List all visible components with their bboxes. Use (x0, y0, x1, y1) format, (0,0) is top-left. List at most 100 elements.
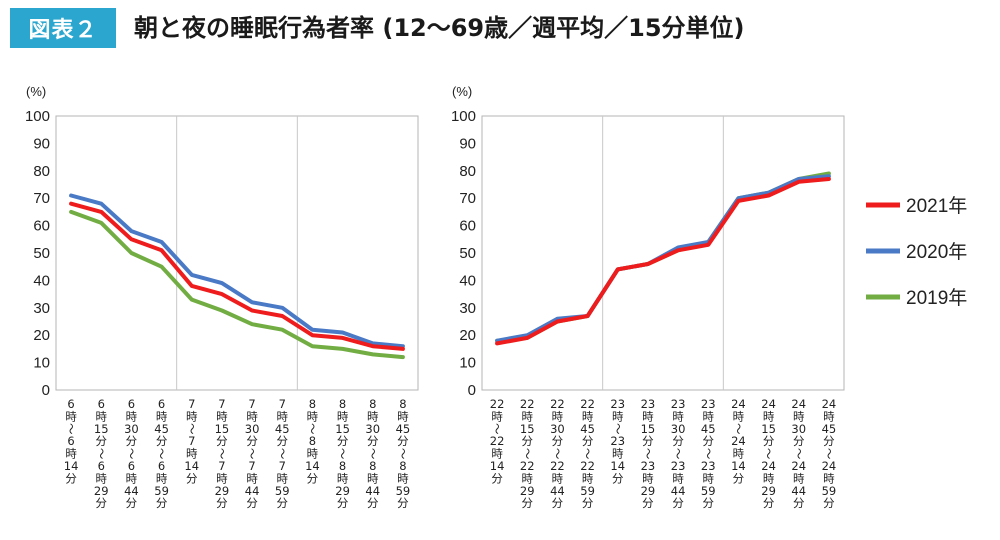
x-tick-label: 分 (522, 496, 534, 510)
x-tick-label: 時 (522, 471, 534, 485)
x-tick-label: 7 (279, 397, 286, 411)
x-tick-label: 22 (550, 397, 565, 411)
x-tick-label: 23 (701, 459, 716, 473)
x-tick-label: 15 (94, 422, 109, 436)
x-tick-label: 時 (367, 409, 379, 423)
plot-area-1 (55, 115, 419, 391)
x-tick-label: 45 (396, 422, 411, 436)
x-tick-label: 45 (154, 422, 169, 436)
data-point-2019年 (220, 308, 224, 313)
x-tick-label: 時 (642, 409, 654, 423)
x-tick-label: 29 (520, 484, 535, 498)
x-tick-label: 時 (582, 409, 594, 423)
x-tick-label: 14 (490, 459, 505, 473)
data-point-2021年 (220, 292, 224, 296)
x-tick-label: 7 (218, 397, 225, 411)
x-tick-label: 分 (793, 496, 805, 510)
x-tick-label: 時 (733, 447, 745, 461)
x-tick-label: 45 (822, 422, 837, 436)
x-tick-label: 時 (703, 471, 715, 485)
x-tick-label: 〜 (520, 448, 534, 460)
x-tick-label: 分 (156, 434, 168, 448)
x-tick-label: 15 (520, 422, 535, 436)
x-tick-label: 6 (67, 434, 74, 448)
x-tick-label: 7 (188, 397, 195, 411)
x-tick-label: 時 (126, 471, 138, 485)
x-tick-label: 分 (703, 496, 715, 510)
x-tick-label: 分 (823, 496, 835, 510)
data-point-2021年 (797, 180, 801, 184)
x-tick-label: 時 (156, 409, 168, 423)
x-tick-label: 〜 (490, 423, 504, 435)
x-tick-label: 23 (641, 459, 656, 473)
x-tick-label: 〜 (245, 448, 259, 460)
x-tick-label: 6 (98, 459, 105, 473)
y-tick-label: 80 (33, 163, 50, 180)
x-tick-label: 分 (367, 496, 379, 510)
y-tick-label: 90 (33, 135, 50, 152)
x-tick-label: 時 (397, 409, 409, 423)
x-tick-label: 分 (793, 434, 805, 448)
x-tick-label: 分 (65, 471, 77, 485)
data-point-2019年 (250, 322, 254, 326)
figure-title: 朝と夜の睡眠行為者率 (12〜69歳／週平均／15分単位) (134, 14, 745, 42)
x-tick-label: 24 (761, 397, 776, 411)
x-tick-label: 59 (822, 484, 837, 498)
data-point-2019年 (371, 352, 375, 356)
series-line-2021年 (495, 177, 831, 346)
x-tick-label: 24 (822, 397, 837, 411)
x-tick-label: 分 (733, 471, 745, 485)
x-tick-label: 時 (793, 471, 805, 485)
x-tick-label: 時 (216, 409, 228, 423)
x-tick-label: 時 (642, 471, 654, 485)
x-tick-label: 時 (65, 409, 77, 423)
x-tick-label: 59 (701, 484, 716, 498)
x-tick-label: 14 (731, 459, 746, 473)
series-line-2020年 (69, 193, 405, 349)
x-tick-label: 時 (522, 409, 534, 423)
x-tick-label: 29 (215, 484, 230, 498)
x-tick-label: 時 (96, 471, 108, 485)
x-tick-label: 44 (791, 484, 806, 498)
x-tick-label: 分 (552, 434, 564, 448)
x-tick-label: 24 (791, 459, 806, 473)
x-tick-label: 24 (761, 459, 776, 473)
x-tick-label: 分 (277, 434, 289, 448)
data-point-2019年 (340, 347, 345, 351)
x-tick-label: 分 (582, 496, 594, 510)
x-tick-label: 時 (552, 409, 564, 423)
data-point-2021年 (706, 243, 710, 247)
data-point-2021年 (766, 193, 771, 198)
legend-label: 2020年 (906, 241, 967, 263)
x-tick-label: 7 (248, 459, 255, 473)
x-tick-label: 時 (65, 447, 77, 461)
y-tick-label: 0 (42, 382, 50, 399)
x-tick-label: 〜 (275, 448, 289, 460)
x-tick-label: 8 (369, 397, 376, 411)
x-tick-label: 時 (186, 447, 198, 461)
x-tick-label: 30 (124, 422, 139, 436)
y-tick-label: 70 (33, 190, 50, 207)
x-tick-label: 〜 (550, 448, 564, 460)
x-tick-label: 分 (397, 496, 409, 510)
x-tick-label: 分 (642, 434, 654, 448)
x-tick-label: 時 (733, 409, 745, 423)
x-tick-label: 分 (367, 434, 379, 448)
x-tick-label: 22 (580, 459, 595, 473)
data-point-2021年 (401, 347, 405, 351)
x-tick-label: 44 (124, 484, 139, 498)
data-point-2019年 (190, 297, 194, 302)
data-point-2019年 (159, 265, 164, 269)
y-tick-label: 60 (33, 218, 50, 235)
x-tick-label: 〜 (641, 448, 655, 460)
x-tick-label: 14 (184, 459, 199, 473)
x-tick-label: 分 (277, 496, 289, 510)
x-tick-label: 45 (580, 422, 595, 436)
data-point-2021年 (525, 336, 529, 340)
data-point-2020年 (340, 330, 345, 335)
y-tick-label: 90 (459, 135, 476, 152)
x-tick-label: 時 (307, 409, 319, 423)
y-tick-label: 100 (451, 108, 476, 125)
y-tick-label: 10 (33, 355, 50, 372)
x-tick-label: 分 (96, 434, 108, 448)
